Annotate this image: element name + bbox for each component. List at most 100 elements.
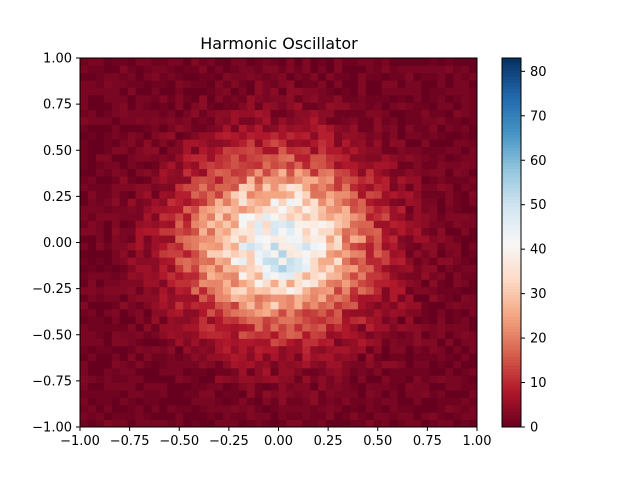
heatmap-cell xyxy=(87,279,97,288)
heatmap-cell xyxy=(214,124,224,133)
heatmap-cell xyxy=(111,353,121,361)
heatmap-cell xyxy=(183,212,192,221)
heatmap-cell xyxy=(286,412,295,421)
heatmap-cell xyxy=(151,124,160,133)
heatmap-cell xyxy=(453,146,462,155)
heatmap-cell xyxy=(199,331,208,339)
heatmap-cell xyxy=(461,382,470,391)
heatmap-cell xyxy=(87,198,97,206)
colorbar-segment xyxy=(502,181,521,185)
heatmap-cell xyxy=(365,257,375,266)
heatmap-cell xyxy=(365,183,375,192)
colorbar-segment xyxy=(502,273,521,277)
heatmap-cell xyxy=(413,80,422,88)
heatmap-cell xyxy=(357,301,367,310)
heatmap-cell xyxy=(111,412,121,421)
heatmap-cell xyxy=(127,294,136,302)
heatmap-cell xyxy=(421,87,430,96)
heatmap-cell xyxy=(183,301,192,310)
heatmap-cell xyxy=(222,279,232,288)
heatmap-cell xyxy=(80,360,89,369)
heatmap-cell xyxy=(373,227,383,236)
heatmap-cell xyxy=(254,190,264,199)
heatmap-cell xyxy=(286,301,295,310)
heatmap-cell xyxy=(262,94,271,103)
heatmap-cell xyxy=(80,257,89,266)
heatmap-cell xyxy=(127,397,136,406)
heatmap-cell xyxy=(95,404,105,413)
heatmap-cell xyxy=(318,117,327,125)
heatmap-cell xyxy=(80,375,89,384)
heatmap-cell xyxy=(342,176,351,184)
heatmap-cell xyxy=(254,227,264,236)
heatmap-cell xyxy=(429,87,438,96)
heatmap-cell xyxy=(461,264,470,273)
heatmap-cell xyxy=(326,249,335,258)
heatmap-cell xyxy=(469,124,478,133)
heatmap-cell xyxy=(246,220,256,229)
colorbar-segment xyxy=(502,276,521,280)
heatmap-cell xyxy=(119,272,129,280)
heatmap-cell xyxy=(143,139,152,147)
heatmap-cell xyxy=(151,338,160,347)
heatmap-cell xyxy=(199,316,208,325)
heatmap-cell xyxy=(302,264,311,273)
heatmap-cell xyxy=(175,397,184,406)
heatmap-cell xyxy=(294,404,303,413)
heatmap-cell xyxy=(397,316,406,325)
heatmap-cell xyxy=(151,183,160,192)
heatmap-cell xyxy=(159,345,168,354)
heatmap-cell xyxy=(222,124,232,133)
heatmap-cell xyxy=(262,109,271,118)
y-tick-label: 0.75 xyxy=(43,98,72,113)
heatmap-cell xyxy=(254,87,264,96)
heatmap-cell xyxy=(334,94,343,103)
colorbar-segment xyxy=(502,202,521,207)
heatmap-cell xyxy=(254,338,264,347)
heatmap-cell xyxy=(413,390,422,398)
heatmap-cell xyxy=(342,375,351,384)
heatmap-cell xyxy=(302,323,311,332)
heatmap-cell xyxy=(302,146,311,155)
heatmap-cell xyxy=(159,176,168,184)
heatmap-cell xyxy=(199,360,208,369)
heatmap-cell xyxy=(373,190,383,199)
heatmap-cell xyxy=(80,102,89,111)
heatmap-cell xyxy=(397,168,406,177)
heatmap-cell xyxy=(294,257,303,266)
heatmap-cell xyxy=(318,301,327,310)
heatmap-cell xyxy=(222,146,232,155)
heatmap-cell xyxy=(151,419,160,428)
heatmap-cell xyxy=(413,286,422,295)
heatmap-cell xyxy=(270,198,279,206)
heatmap-cell xyxy=(413,264,422,273)
heatmap-cell xyxy=(397,375,406,384)
heatmap-cell xyxy=(413,65,422,74)
heatmap-cell xyxy=(469,375,478,384)
heatmap-cell xyxy=(469,65,478,74)
heatmap-cell xyxy=(270,301,279,310)
heatmap-cell xyxy=(246,390,256,398)
heatmap-cell xyxy=(175,146,184,155)
colorbar-segment xyxy=(502,58,521,62)
heatmap-cell xyxy=(461,139,470,147)
heatmap-cell xyxy=(397,404,406,413)
heatmap-cell xyxy=(453,94,462,103)
heatmap-cell xyxy=(357,404,367,413)
heatmap-cell xyxy=(286,279,295,288)
heatmap-cell xyxy=(437,124,446,133)
heatmap-cell xyxy=(159,323,168,332)
heatmap-cell xyxy=(469,308,478,317)
heatmap-cell xyxy=(183,109,192,118)
heatmap-cell xyxy=(445,168,454,177)
heatmap-cell xyxy=(357,382,367,391)
heatmap-cell xyxy=(151,390,160,398)
heatmap-cell xyxy=(445,109,454,118)
colorbar-segment xyxy=(502,304,521,308)
heatmap-cell xyxy=(254,382,264,391)
heatmap-cell xyxy=(119,146,129,155)
heatmap-cell xyxy=(357,176,367,184)
heatmap-cell xyxy=(254,390,264,398)
heatmap-cell xyxy=(183,146,192,155)
heatmap-cell xyxy=(111,375,121,384)
